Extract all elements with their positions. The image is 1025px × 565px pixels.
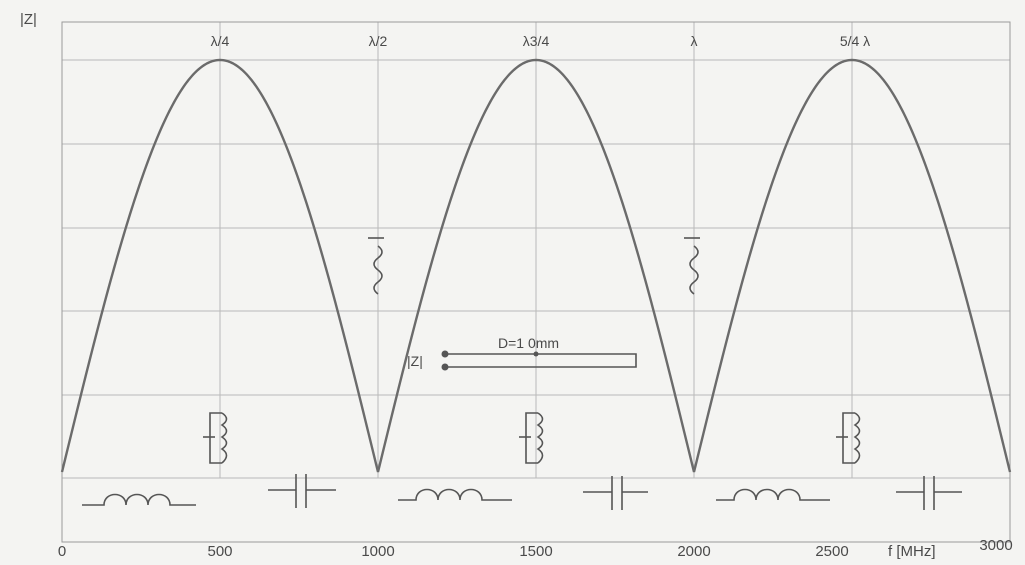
- x-tick-label-3000: 3000: [979, 537, 1012, 554]
- wavelength-label-five-quarter: 5/4 λ: [840, 33, 870, 49]
- series-lc-symbol-2: [684, 237, 700, 295]
- capacitor-symbol-3: [896, 476, 962, 510]
- x-tick-label-2000: 2000: [677, 543, 710, 560]
- capacitor-symbol-2: [583, 476, 648, 510]
- line-impedance-label: |Z|: [407, 353, 423, 369]
- x-tick-label-2500: 2500: [815, 543, 848, 560]
- y-axis-label: |Z|: [20, 11, 37, 28]
- x-tick-label-1500: 1500: [519, 543, 552, 560]
- wavelength-label-half: λ/2: [369, 33, 388, 49]
- inductor-symbol-1: [82, 493, 196, 506]
- parallel-lc-symbol-2: [519, 412, 544, 464]
- x-tick-label-0: 0: [58, 543, 66, 560]
- parallel-lc-symbol-3: [836, 412, 861, 464]
- line-midpoint-dot: [533, 351, 539, 357]
- line-diameter-label: D=1 0mm: [498, 335, 559, 351]
- wavelength-label-three-quarter: λ3/4: [523, 33, 550, 49]
- inductor-symbol-3: [716, 488, 830, 501]
- grid: [61, 22, 1010, 479]
- capacitor-symbol-1: [268, 474, 336, 508]
- plot-frame: [61, 21, 1011, 543]
- line-conductors: [445, 353, 637, 368]
- series-lc-symbol-1: [368, 237, 384, 295]
- parallel-lc-symbol-1: [203, 412, 228, 464]
- impedance-curve: [60, 58, 1012, 473]
- x-axis-label: f [MHz]: [888, 543, 936, 560]
- inductor-symbol-2: [398, 488, 512, 501]
- transmission-line-diagram: D=1 0mm |Z|: [407, 335, 637, 371]
- wavelength-label-quarter: λ/4: [211, 33, 230, 49]
- wavelength-label-full: λ: [691, 33, 698, 49]
- x-tick-label-1000: 1000: [361, 543, 394, 560]
- x-tick-label-500: 500: [207, 543, 232, 560]
